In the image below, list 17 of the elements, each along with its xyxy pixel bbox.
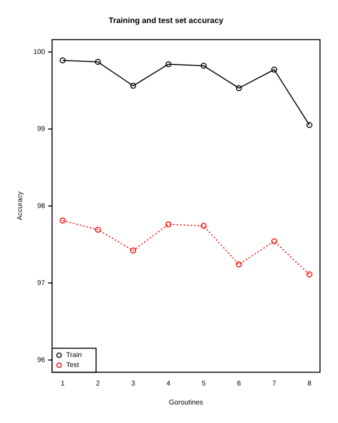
point bbox=[306, 122, 312, 128]
point bbox=[236, 261, 242, 268]
point bbox=[200, 62, 207, 69]
point bbox=[165, 221, 172, 228]
chart-title: Training and test set accuracy bbox=[108, 16, 224, 26]
point bbox=[165, 61, 172, 68]
point bbox=[271, 238, 278, 244]
point bbox=[200, 222, 207, 229]
point bbox=[130, 82, 136, 89]
point bbox=[130, 248, 136, 254]
point bbox=[94, 226, 101, 233]
point bbox=[60, 218, 66, 224]
point bbox=[94, 58, 101, 65]
point bbox=[60, 57, 66, 64]
point bbox=[306, 271, 312, 278]
point bbox=[236, 85, 242, 92]
point bbox=[271, 66, 278, 73]
